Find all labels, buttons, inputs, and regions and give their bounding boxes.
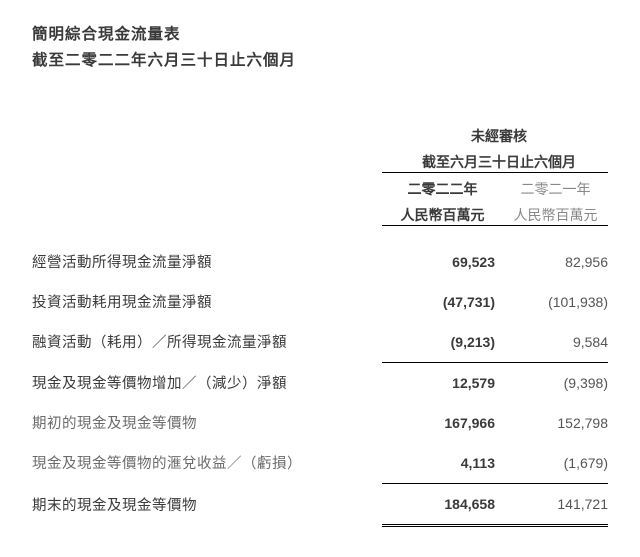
header-unaudited: 未經審核 [382, 120, 608, 146]
cashflow-table: 未經審核 截至六月三十日止六個月 二零二二年 二零二一年 人民幣百萬元 人民幣百… [32, 120, 608, 527]
header-period: 截至六月三十日止六個月 [382, 146, 608, 173]
value-prior: 82,956 [495, 242, 608, 282]
title-line-1: 簡明綜合現金流量表 [32, 22, 608, 48]
title-line-2: 截至二零二二年六月三十日止六個月 [32, 48, 608, 74]
value-current: (47,731) [382, 282, 495, 322]
value-current: 69,523 [382, 242, 495, 282]
row-label: 現金及現金等價物增加／（減少）淨額 [32, 362, 382, 403]
value-prior: 141,721 [495, 483, 608, 525]
row-label: 融資活動（耗用）／所得現金流量淨額 [32, 322, 382, 363]
value-current: (9,213) [382, 322, 495, 363]
value-current: 167,966 [382, 403, 495, 443]
header-year-prior: 二零二一年 [495, 172, 608, 199]
table-row: 融資活動（耗用）／所得現金流量淨額(9,213)9,584 [32, 322, 608, 363]
value-current: 12,579 [382, 362, 495, 403]
table-row: 現金及現金等價物增加／（減少）淨額12,579(9,398) [32, 362, 608, 403]
value-prior: (9,398) [495, 362, 608, 403]
statement-title: 簡明綜合現金流量表 截至二零二二年六月三十日止六個月 [32, 22, 608, 75]
row-label: 現金及現金等價物的滙兌收益／（虧損） [32, 443, 382, 484]
value-current: 4,113 [382, 443, 495, 484]
value-prior: (101,938) [495, 282, 608, 322]
value-prior: 9,584 [495, 322, 608, 363]
value-prior: (1,679) [495, 443, 608, 484]
header-unit-current: 人民幣百萬元 [382, 199, 495, 226]
row-label: 期末的現金及現金等價物 [32, 483, 382, 525]
value-prior: 152,798 [495, 403, 608, 443]
header-year-current: 二零二二年 [382, 172, 495, 199]
row-label: 經營活動所得現金流量淨額 [32, 242, 382, 282]
table-row: 經營活動所得現金流量淨額69,52382,956 [32, 242, 608, 282]
table-row: 投資活動耗用現金流量淨額(47,731)(101,938) [32, 282, 608, 322]
table-row: 現金及現金等價物的滙兌收益／（虧損）4,113(1,679) [32, 443, 608, 484]
row-label: 投資活動耗用現金流量淨額 [32, 282, 382, 322]
table-row: 期末的現金及現金等價物184,658141,721 [32, 483, 608, 525]
row-label: 期初的現金及現金等價物 [32, 403, 382, 443]
header-unit-prior: 人民幣百萬元 [495, 199, 608, 226]
value-current: 184,658 [382, 483, 495, 525]
table-row: 期初的現金及現金等價物167,966152,798 [32, 403, 608, 443]
